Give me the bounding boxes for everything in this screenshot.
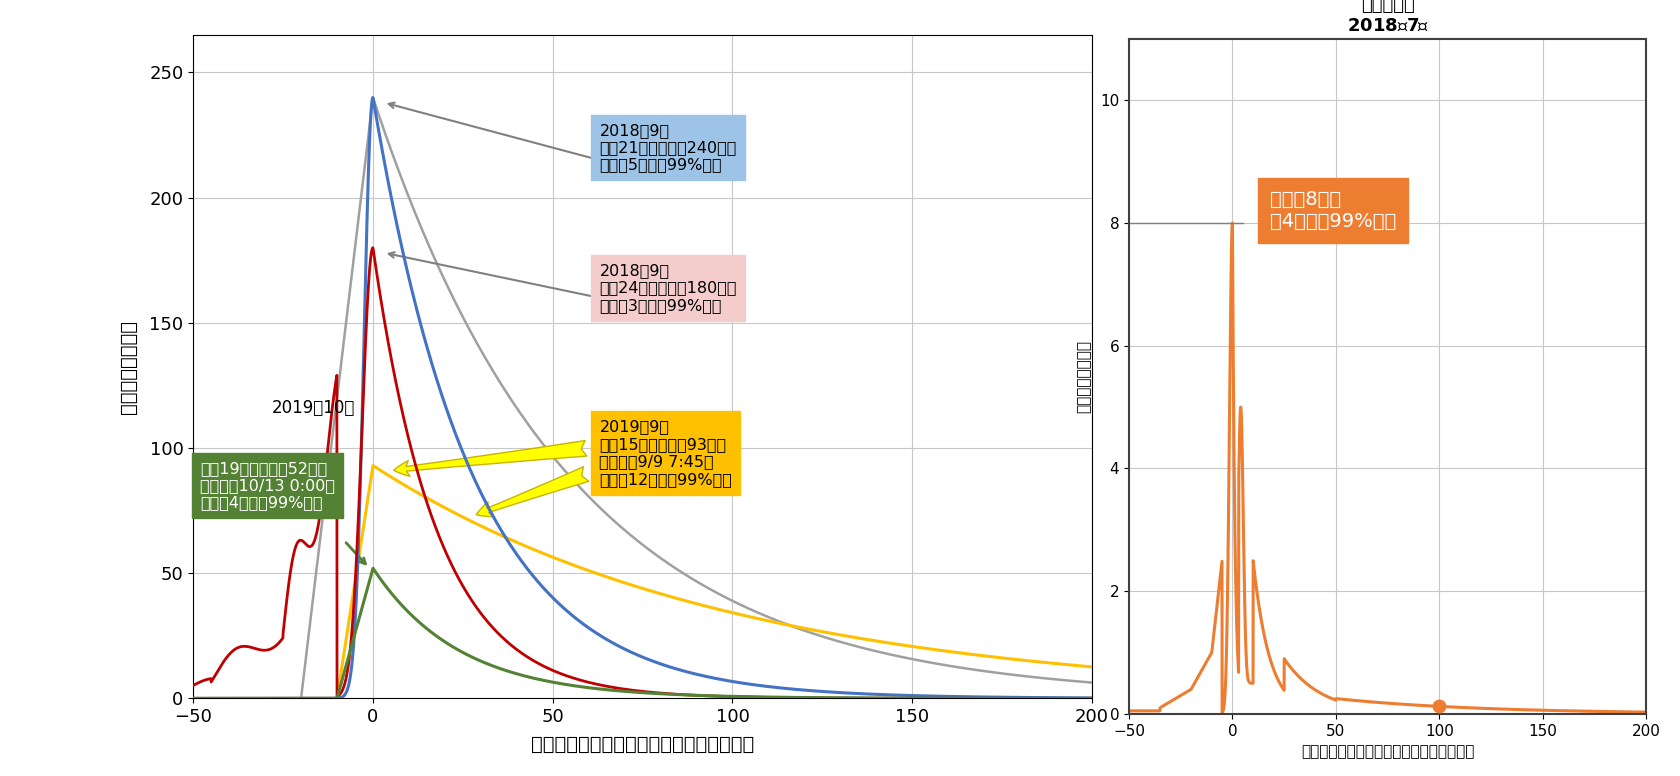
Title: 西日本豪雨
$\bf{2018年7月}$: 西日本豪雨 $\bf{2018年7月}$ xyxy=(1347,0,1428,34)
Text: 台風19号：最大約52万戸
（ピーク10/13 0:00）
　　約4日後に99%解消: 台風19号：最大約52万戸 （ピーク10/13 0:00） 約4日後に99%解消 xyxy=(200,461,336,511)
Text: 2019年10月: 2019年10月 xyxy=(272,399,354,417)
Y-axis label: 停電戸数（万戸）: 停電戸数（万戸） xyxy=(1077,340,1092,413)
Text: 2018年9月
台風24号：最大約180万戸
　　約3日後に99%解消: 2018年9月 台風24号：最大約180万戸 約3日後に99%解消 xyxy=(600,263,738,313)
Text: 最大約8万戸
約4日後に99%解消: 最大約8万戸 約4日後に99%解消 xyxy=(1270,190,1396,231)
Y-axis label: 停電戸数（万戸）: 停電戸数（万戸） xyxy=(119,320,138,414)
Text: 2019年9月
台風15号：最大約93万戸
（ピーク9/9 7:45）
　　約12日後に99%解消: 2019年9月 台風15号：最大約93万戸 （ピーク9/9 7:45） 約12日… xyxy=(600,420,732,487)
X-axis label: 最大停電戸数時点からの経過時間（時間）: 最大停電戸数時点からの経過時間（時間） xyxy=(1300,744,1475,759)
X-axis label: 最大停電戸数時点からの経過時間（時間）: 最大停電戸数時点からの経過時間（時間） xyxy=(531,734,754,753)
Text: 2018年9月
台風21号：最大約240万戸
　　約5日後に99%解消: 2018年9月 台風21号：最大約240万戸 約5日後に99%解消 xyxy=(600,123,738,172)
